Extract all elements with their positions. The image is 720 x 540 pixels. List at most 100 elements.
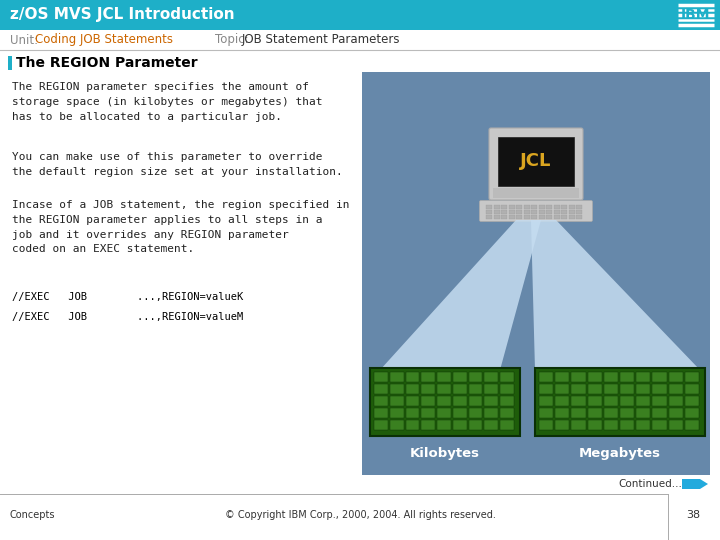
Bar: [561, 215, 567, 219]
Bar: [652, 420, 667, 430]
Bar: [685, 408, 699, 418]
Bar: [437, 408, 451, 418]
Bar: [453, 384, 467, 394]
Bar: [588, 372, 602, 382]
Bar: [516, 205, 522, 208]
Polygon shape: [531, 220, 700, 370]
Bar: [0, 0, 720, 30]
Bar: [572, 420, 585, 430]
Bar: [572, 396, 585, 406]
Text: Megabytes: Megabytes: [579, 448, 661, 461]
Text: //EXEC   JOB        ...,REGION=valueM: //EXEC JOB ...,REGION=valueM: [12, 312, 243, 322]
Bar: [523, 210, 529, 213]
Bar: [652, 384, 667, 394]
Bar: [588, 420, 602, 430]
Bar: [555, 420, 570, 430]
Bar: [669, 372, 683, 382]
Bar: [485, 420, 498, 430]
Bar: [374, 408, 388, 418]
Bar: [486, 215, 492, 219]
Text: Continued...: Continued...: [618, 479, 682, 489]
Bar: [604, 420, 618, 430]
Bar: [539, 384, 553, 394]
Bar: [390, 396, 403, 406]
Bar: [554, 215, 559, 219]
Text: The REGION parameter specifies the amount of
storage space (in kilobytes or mega: The REGION parameter specifies the amoun…: [12, 82, 323, 122]
Bar: [569, 210, 575, 213]
Bar: [370, 368, 520, 436]
Bar: [685, 384, 699, 394]
Bar: [572, 384, 585, 394]
Bar: [604, 408, 618, 418]
Bar: [604, 384, 618, 394]
Bar: [500, 372, 514, 382]
Polygon shape: [380, 220, 541, 370]
Text: //EXEC   JOB        ...,REGION=valueK: //EXEC JOB ...,REGION=valueK: [12, 292, 243, 302]
Text: Coding JOB Statements: Coding JOB Statements: [35, 33, 173, 46]
Bar: [620, 420, 634, 430]
Bar: [421, 396, 435, 406]
Bar: [539, 205, 544, 208]
Bar: [390, 372, 403, 382]
Bar: [437, 420, 451, 430]
Bar: [493, 205, 500, 208]
Bar: [437, 384, 451, 394]
Bar: [374, 396, 388, 406]
Bar: [561, 210, 567, 213]
Bar: [500, 396, 514, 406]
Bar: [576, 205, 582, 208]
Bar: [500, 408, 514, 418]
Bar: [555, 408, 570, 418]
Text: © Copyright IBM Corp., 2000, 2004. All rights reserved.: © Copyright IBM Corp., 2000, 2004. All r…: [225, 510, 495, 520]
Bar: [620, 396, 634, 406]
Bar: [554, 205, 559, 208]
Bar: [453, 372, 467, 382]
Bar: [405, 372, 419, 382]
FancyBboxPatch shape: [489, 128, 583, 200]
Bar: [374, 372, 388, 382]
FancyBboxPatch shape: [480, 200, 593, 221]
Bar: [539, 396, 553, 406]
Text: Kilobytes: Kilobytes: [410, 448, 480, 461]
Bar: [669, 396, 683, 406]
Bar: [486, 205, 492, 208]
Bar: [539, 408, 553, 418]
Bar: [652, 372, 667, 382]
Bar: [554, 210, 559, 213]
Bar: [561, 205, 567, 208]
Bar: [620, 372, 634, 382]
Bar: [493, 215, 500, 219]
Bar: [620, 408, 634, 418]
Bar: [421, 408, 435, 418]
Bar: [604, 372, 618, 382]
Bar: [531, 205, 537, 208]
Bar: [576, 210, 582, 213]
Text: 38: 38: [686, 510, 700, 520]
Bar: [636, 372, 650, 382]
Bar: [486, 210, 492, 213]
Bar: [469, 384, 482, 394]
Bar: [437, 372, 451, 382]
Bar: [516, 215, 522, 219]
Bar: [390, 384, 403, 394]
Bar: [620, 384, 634, 394]
Bar: [539, 215, 544, 219]
Bar: [523, 205, 529, 208]
Bar: [652, 408, 667, 418]
Bar: [546, 210, 552, 213]
Bar: [636, 420, 650, 430]
Text: Incase of a JOB statement, the region specified in
the REGION parameter applies : Incase of a JOB statement, the region sp…: [12, 200, 349, 254]
Text: Concepts: Concepts: [10, 510, 55, 520]
Text: IBM: IBM: [681, 8, 711, 22]
Bar: [539, 420, 553, 430]
Bar: [669, 408, 683, 418]
Bar: [516, 210, 522, 213]
Bar: [685, 372, 699, 382]
Bar: [523, 215, 529, 219]
Bar: [546, 205, 552, 208]
Bar: [501, 205, 507, 208]
Bar: [493, 210, 500, 213]
Bar: [604, 396, 618, 406]
Bar: [588, 384, 602, 394]
Bar: [485, 372, 498, 382]
